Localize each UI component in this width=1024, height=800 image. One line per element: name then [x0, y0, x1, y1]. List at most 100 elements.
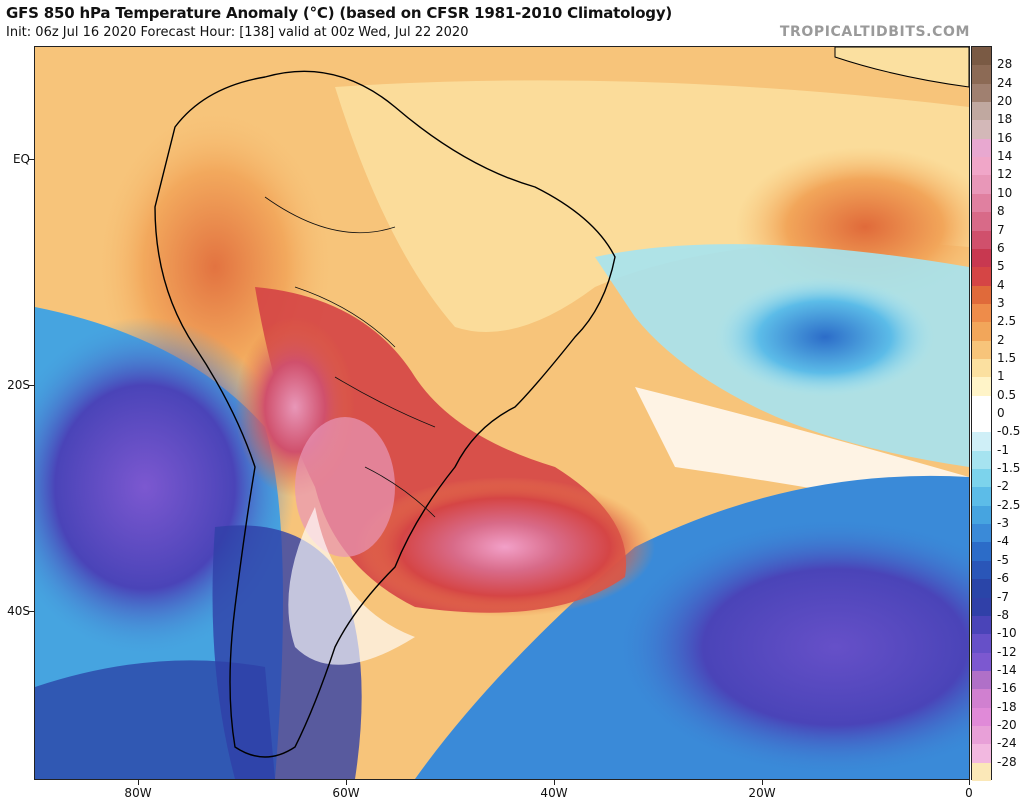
- colorbar-label: -18: [997, 699, 1017, 714]
- lon-label-60w: 60W: [332, 786, 360, 800]
- colorbar: [971, 46, 992, 782]
- colorbar-label: 8: [997, 204, 1005, 219]
- colorbar-cell: [972, 670, 991, 690]
- colorbar-label: 6: [997, 240, 1005, 255]
- colorbar-label: 28: [997, 57, 1013, 72]
- lat-label-40s: 40S: [7, 604, 30, 618]
- colorbar-label: -10: [997, 626, 1017, 641]
- map-canvas: [35, 47, 969, 779]
- colorbar-cell: [972, 102, 991, 121]
- colorbar-cell: [972, 65, 991, 85]
- colorbar-cell: [972, 689, 991, 709]
- colorbar-cell: [972, 193, 991, 213]
- colorbar-cell: [972, 634, 991, 654]
- colorbar-cell: [972, 267, 991, 287]
- colorbar-cell: [972, 432, 991, 452]
- colorbar-cell: [972, 303, 991, 323]
- colorbar-label: 1: [997, 369, 1005, 384]
- colorbar-label: -3: [997, 516, 1009, 531]
- colorbar-cell: [972, 83, 991, 103]
- colorbar-label: 4: [997, 277, 1005, 292]
- colorbar-cell: [972, 340, 991, 360]
- colorbar-label: -6: [997, 571, 1009, 586]
- colorbar-cell: [972, 615, 991, 635]
- colorbar-label: 2: [997, 332, 1005, 347]
- colorbar-label: -2: [997, 479, 1009, 494]
- colorbar-cell: [972, 212, 991, 231]
- colorbar-label: -5: [997, 552, 1009, 567]
- colorbar-cell: [972, 707, 991, 727]
- colorbar-cell: [972, 175, 991, 195]
- colorbar-cell: [972, 450, 991, 470]
- colorbar-label: 0.5: [997, 387, 1017, 402]
- colorbar-cell: [972, 358, 991, 378]
- lat-tick-eq: [28, 159, 34, 160]
- colorbar-label: 20: [997, 94, 1013, 109]
- colorbar-cell: [972, 560, 991, 580]
- colorbar-cell: [972, 322, 991, 342]
- colorbar-label: -28: [997, 754, 1017, 769]
- lat-tick-40s: [28, 611, 34, 612]
- colorbar-label: 16: [997, 130, 1013, 145]
- colorbar-label: -24: [997, 736, 1017, 751]
- lon-tick-0: [969, 780, 970, 785]
- map-title: GFS 850 hPa Temperature Anomaly (°C) (ba…: [6, 4, 673, 22]
- colorbar-label: -2.5: [997, 497, 1021, 512]
- colorbar-label: -20: [997, 717, 1017, 732]
- lon-label-0: 0: [965, 786, 973, 800]
- colorbar-cell: [972, 652, 991, 672]
- colorbar-label: 1.5: [997, 350, 1017, 365]
- colorbar-label: 18: [997, 112, 1013, 127]
- lon-label-80w: 80W: [124, 786, 152, 800]
- colorbar-label: -0.5: [997, 424, 1021, 439]
- colorbar-cell: [972, 157, 991, 176]
- forecast-info: Init: 06z Jul 16 2020 Forecast Hour: [13…: [6, 25, 469, 40]
- lat-tick-20s: [28, 385, 34, 386]
- south-america-outline: [154, 70, 616, 758]
- lon-tick-60w: [346, 780, 347, 785]
- colorbar-cell: [972, 120, 991, 140]
- lat-label-20s: 20S: [7, 378, 30, 392]
- colorbar-label: -7: [997, 589, 1009, 604]
- colorbar-label: 7: [997, 222, 1005, 237]
- colorbar-label: -4: [997, 534, 1009, 549]
- colorbar-label: -8: [997, 607, 1009, 622]
- colorbar-cell: [972, 762, 991, 782]
- colorbar-label: 2.5: [997, 314, 1017, 329]
- colorbar-cell: [972, 487, 991, 507]
- colorbar-cell: [972, 524, 991, 543]
- colorbar-cell: [972, 597, 991, 617]
- colorbar-label: 10: [997, 185, 1013, 200]
- colorbar-cell: [972, 395, 991, 415]
- colorbar-label: 12: [997, 167, 1013, 182]
- colorbar-label: 24: [997, 75, 1013, 90]
- colorbar-cell: [972, 505, 991, 525]
- colorbar-cell: [972, 138, 991, 158]
- colorbar-cell: [972, 248, 991, 268]
- colorbar-cell: [972, 47, 991, 66]
- colorbar-cell: [972, 542, 991, 562]
- colorbar-label: -14: [997, 662, 1017, 677]
- lon-tick-40w: [554, 780, 555, 785]
- site-credit: TROPICALTIDBITS.COM: [779, 24, 970, 40]
- lon-tick-20w: [762, 780, 763, 785]
- colorbar-cell: [972, 377, 991, 397]
- colorbar-label: 5: [997, 259, 1005, 274]
- colorbar-cell: [972, 725, 991, 745]
- anomaly-map: [34, 46, 970, 780]
- colorbar-cell: [972, 579, 991, 598]
- colorbar-label: -16: [997, 681, 1017, 696]
- colorbar-label: -1.5: [997, 461, 1021, 476]
- lon-tick-80w: [138, 780, 139, 785]
- colorbar-cell: [972, 469, 991, 488]
- colorbar-label: 0: [997, 406, 1005, 420]
- colorbar-label: 3: [997, 295, 1005, 310]
- colorbar-label: -12: [997, 644, 1017, 659]
- lon-label-20w: 20W: [748, 786, 776, 800]
- colorbar-cell: [972, 414, 991, 433]
- colorbar-cell: [972, 744, 991, 764]
- colorbar-cell: [972, 230, 991, 250]
- lat-label-eq: EQ: [12, 152, 30, 166]
- colorbar-label: -1: [997, 442, 1009, 457]
- lon-label-40w: 40W: [540, 786, 568, 800]
